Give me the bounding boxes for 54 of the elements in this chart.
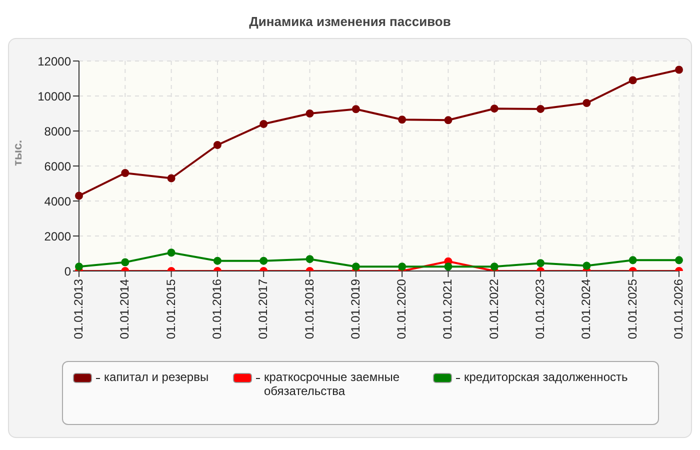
y-tick-label: 10000 bbox=[38, 89, 72, 104]
point bbox=[260, 256, 268, 265]
point bbox=[213, 141, 222, 149]
y-tick-label: 12000 bbox=[38, 54, 72, 68]
point bbox=[398, 262, 406, 271]
y-tick-label: 6000 bbox=[44, 159, 72, 174]
point bbox=[121, 169, 130, 177]
x-tick-label: 01.01.2023 bbox=[533, 278, 548, 340]
legend-label: капитал и резервы bbox=[95, 370, 209, 384]
point bbox=[352, 262, 360, 271]
x-tick-label: 01.01.2022 bbox=[486, 278, 501, 340]
x-tick-label: 01.01.2018 bbox=[302, 278, 316, 340]
x-tick-label: 01.01.2016 bbox=[210, 278, 224, 340]
point bbox=[306, 110, 314, 118]
x-tick-label: 01.01.2015 bbox=[164, 278, 178, 340]
y-tick-label: 0 bbox=[64, 264, 72, 278]
point bbox=[75, 192, 83, 200]
point bbox=[213, 256, 222, 265]
point bbox=[675, 66, 683, 74]
point bbox=[260, 120, 268, 128]
point bbox=[306, 255, 314, 264]
y-tick-label: 4000 bbox=[44, 194, 72, 208]
point bbox=[582, 262, 591, 270]
y-axis-title: тыс. bbox=[10, 140, 24, 166]
y-tick-label: 8000 bbox=[44, 124, 72, 138]
x-tick-label: 01.01.2026 bbox=[672, 278, 686, 340]
point bbox=[490, 104, 498, 113]
point bbox=[167, 174, 176, 182]
x-tick-label: 01.01.2021 bbox=[440, 278, 455, 340]
x-tick-label: 01.01.2025 bbox=[625, 278, 640, 340]
point bbox=[536, 259, 545, 268]
legend-label: краткосрочные заемные обязательства bbox=[255, 370, 424, 398]
x-tick-label: 01.01.2017 bbox=[256, 278, 270, 340]
point bbox=[444, 262, 452, 271]
chart-title: Динамика изменения пассивов bbox=[248, 13, 452, 31]
point bbox=[490, 262, 498, 271]
point bbox=[582, 99, 591, 107]
point bbox=[121, 258, 130, 266]
point bbox=[167, 248, 176, 257]
point bbox=[675, 256, 683, 264]
x-tick-label: 01.01.2019 bbox=[348, 278, 362, 340]
point bbox=[444, 116, 452, 124]
point bbox=[398, 116, 406, 124]
point bbox=[352, 105, 360, 114]
x-tick-label: 01.01.2014 bbox=[118, 278, 132, 340]
x-tick-label: 01.01.2024 bbox=[579, 278, 594, 340]
point bbox=[536, 104, 545, 113]
y-tick-label: 2000 bbox=[44, 229, 72, 244]
x-tick-label: 01.01.2013 bbox=[72, 278, 86, 340]
legend-label: кредиторская задолженность bbox=[455, 370, 628, 384]
x-tick-label: 01.01.2020 bbox=[394, 278, 409, 340]
point bbox=[628, 76, 637, 84]
point bbox=[628, 256, 637, 264]
point bbox=[75, 262, 83, 271]
